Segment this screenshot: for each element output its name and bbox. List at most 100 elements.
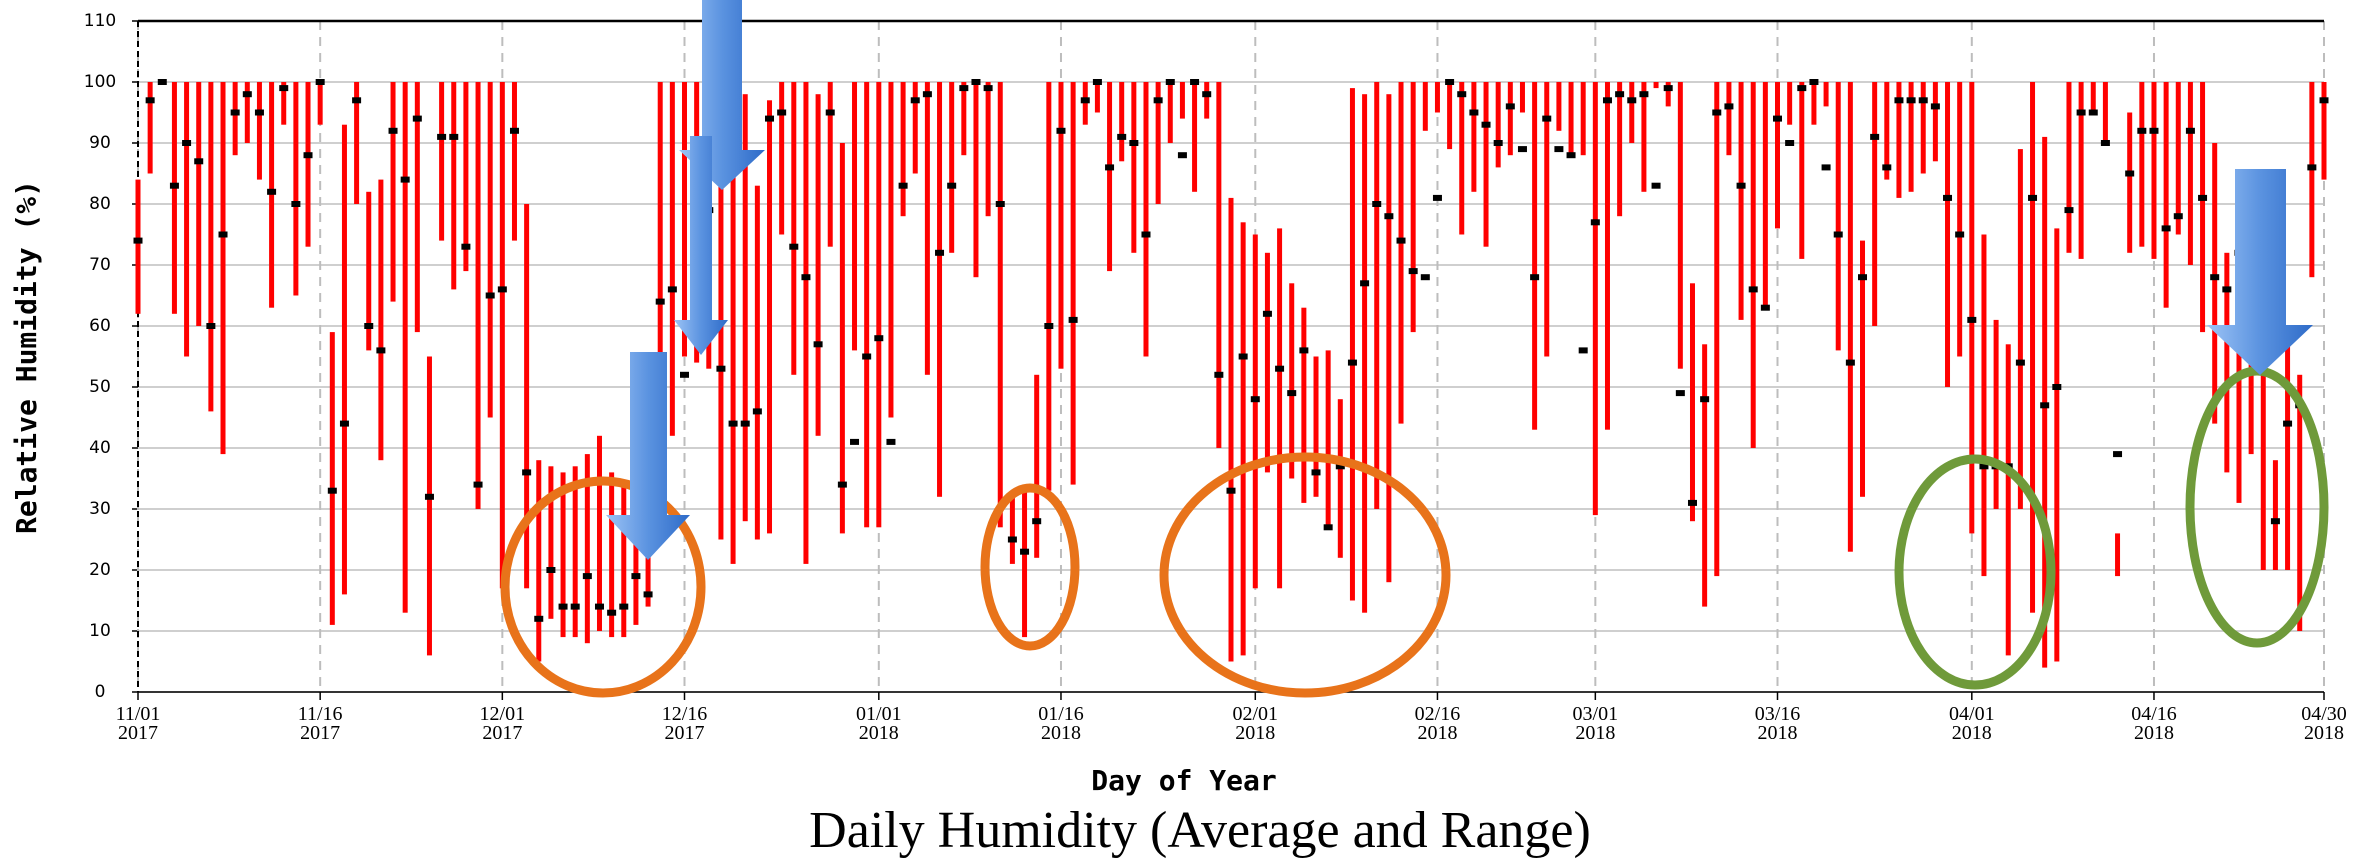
y-tick-label: 40: [89, 438, 111, 458]
average-marker: [364, 323, 374, 329]
average-marker: [1323, 524, 1333, 531]
range-bar: [1932, 82, 1938, 162]
average-marker: [1785, 140, 1795, 146]
average-marker: [1238, 353, 1248, 360]
average-marker: [1760, 304, 1770, 311]
average-marker: [437, 133, 447, 140]
x-tick-label: 01/16 2018: [1038, 703, 1084, 744]
x-axis-label: Day of Year: [1091, 764, 1276, 797]
average-marker: [825, 109, 835, 116]
range-bar: [2127, 112, 2133, 253]
range-bar: [1677, 82, 1683, 369]
range-bar: [669, 82, 675, 436]
average-marker: [388, 127, 398, 134]
range-bar: [1374, 82, 1380, 509]
average-marker: [1214, 371, 1224, 378]
range-bar: [1847, 82, 1853, 552]
average-marker: [1287, 390, 1297, 397]
range-bar: [524, 204, 530, 589]
average-marker: [1165, 79, 1175, 85]
range-bar: [584, 454, 590, 644]
average-marker: [400, 176, 410, 183]
range-bar: [2212, 143, 2218, 424]
range-bar: [973, 82, 979, 278]
range-bar: [2272, 460, 2278, 570]
range-bar: [1289, 283, 1295, 479]
range-bar: [1568, 82, 1574, 156]
average-marker: [1797, 85, 1807, 92]
average-marker: [169, 182, 179, 189]
highlight-ellipse: [980, 483, 1080, 651]
average-marker: [1299, 347, 1309, 354]
range-bar: [633, 472, 639, 625]
average-marker: [1615, 91, 1625, 98]
average-marker: [2173, 213, 2183, 220]
average-marker: [680, 371, 689, 378]
average-marker: [1602, 97, 1612, 104]
average-marker: [2052, 384, 2062, 390]
range-bar: [1762, 82, 1768, 308]
average-marker: [194, 158, 204, 165]
average-marker: [789, 243, 799, 250]
average-marker: [218, 231, 228, 238]
average-marker: [1457, 91, 1467, 98]
range-bar: [1119, 82, 1125, 162]
average-marker: [352, 97, 362, 104]
range-bar: [1738, 82, 1744, 320]
range-bar: [1167, 82, 1173, 143]
average-marker: [1105, 164, 1115, 171]
average-marker: [1384, 213, 1394, 220]
average-marker: [1360, 280, 1370, 287]
range-bar: [2200, 82, 2206, 333]
range-bar: [572, 466, 578, 638]
y-axis-label: Relative Humidity (%): [10, 180, 43, 534]
average-marker: [291, 201, 301, 207]
average-marker: [1663, 85, 1673, 92]
range-bar: [414, 82, 420, 333]
range-bar: [839, 143, 845, 534]
average-marker: [2113, 451, 2123, 458]
range-bar: [1325, 350, 1331, 528]
average-marker: [667, 286, 677, 293]
arrow: [2207, 169, 2313, 375]
average-marker: [558, 603, 568, 610]
average-marker: [279, 85, 289, 92]
range-bar: [2187, 82, 2193, 265]
average-marker: [303, 152, 313, 159]
range-bar: [147, 82, 153, 174]
average-marker: [594, 603, 604, 610]
range-bar: [1604, 82, 1610, 430]
average-marker: [1202, 91, 1212, 98]
range-bar: [244, 82, 250, 143]
average-marker: [254, 109, 264, 116]
range-bar: [1750, 82, 1756, 448]
range-bar: [912, 82, 918, 174]
range-bar: [1811, 82, 1817, 125]
range-bar: [803, 82, 809, 564]
average-marker: [1675, 390, 1685, 397]
average-marker: [1335, 463, 1345, 470]
average-marker: [2040, 402, 2050, 409]
range-bar: [2151, 82, 2157, 259]
range-bar: [269, 82, 275, 308]
range-bar: [791, 82, 797, 375]
range-bar: [924, 82, 930, 375]
average-marker: [728, 420, 738, 427]
annotations: [500, 0, 2329, 698]
range-bar: [1726, 82, 1732, 156]
average-marker: [1894, 97, 1904, 104]
range-bar: [1884, 82, 1890, 180]
range-bar: [1483, 82, 1489, 247]
average-marker: [1044, 323, 1054, 329]
average-marker: [1129, 140, 1139, 146]
range-bar: [548, 466, 554, 619]
average-marker: [2088, 109, 2098, 116]
average-marker: [1627, 97, 1637, 104]
range-bar: [827, 82, 833, 247]
range-bar: [341, 124, 347, 595]
y-tick-label: 70: [89, 255, 111, 275]
range-bar: [2090, 82, 2096, 113]
average-marker: [1262, 310, 1272, 317]
average-marker: [1578, 347, 1588, 354]
